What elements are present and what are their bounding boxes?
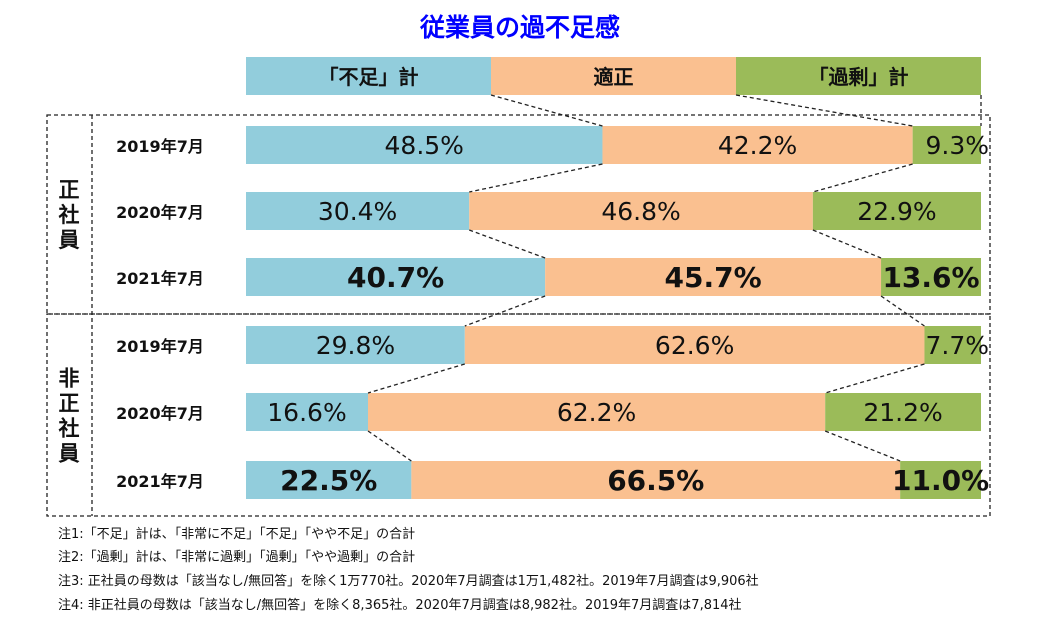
- connector-line: [469, 163, 603, 193]
- data-label-proper: 62.6%: [655, 331, 734, 360]
- data-label-surplus: 22.9%: [857, 197, 936, 226]
- connector-line: [464, 295, 546, 327]
- note-1: 注1:「不足」計は、「非常に不足」「不足」「やや不足」の合計: [58, 527, 416, 542]
- connector-line: [490, 94, 603, 127]
- row-label: 2020年7月: [116, 404, 204, 423]
- group-box-nonregular: [46, 313, 991, 517]
- bar-shortage: [246, 192, 470, 230]
- connector-line: [812, 229, 882, 259]
- connector-line: [812, 163, 913, 193]
- bar-surplus: [912, 126, 981, 164]
- bar-surplus: [881, 258, 981, 296]
- note-2: 注2:「過剰」計は、「非常に過剰」「過剰」「やや過剰」の合計: [58, 550, 416, 565]
- row-label: 2019年7月: [116, 337, 204, 356]
- bar-proper: [469, 192, 813, 230]
- note-3: 注3: 正社員の母数は「該当なし/無回答」を除く1万770社。2020年7月調査…: [58, 574, 759, 589]
- bar-proper: [368, 393, 826, 431]
- data-label-surplus: 7.7%: [925, 331, 989, 360]
- chart: 従業員の過不足感「不足」計 適正 「過剰」計 48.5% 42.2% 9.3% 30.4% 4…: [46, 13, 991, 517]
- group-label: 非正社員: [58, 367, 80, 466]
- connector-line: [367, 363, 465, 394]
- connector-line: [824, 430, 901, 462]
- data-label-surplus: 11.0%: [892, 464, 989, 497]
- bar-surplus: [924, 326, 981, 364]
- chart-title: 従業員の過不足感: [419, 13, 620, 42]
- bar-surplus: [812, 192, 981, 230]
- bar-shortage: [246, 326, 465, 364]
- bar-shortage: [246, 258, 546, 296]
- legend-swatch-proper: [491, 57, 736, 95]
- data-label-proper: 66.5%: [607, 464, 704, 497]
- row-label: 2020年7月: [116, 203, 204, 222]
- legend-label-shortage: 「不足」計: [319, 65, 419, 89]
- legend-swatch-shortage: [246, 57, 491, 95]
- data-label-shortage: 48.5%: [385, 131, 464, 160]
- group-label: 正社員: [58, 178, 80, 252]
- data-label-proper: 42.2%: [718, 131, 797, 160]
- data-label-shortage: 29.8%: [316, 331, 395, 360]
- bar-shortage: [246, 461, 412, 499]
- data-label-shortage: 16.6%: [267, 398, 346, 427]
- connector-line: [468, 229, 546, 259]
- connector-line: [735, 94, 913, 127]
- bar-proper: [602, 126, 913, 164]
- bar-proper: [545, 258, 882, 296]
- row-label: 2019年7月: [116, 137, 204, 156]
- data-label-surplus: 13.6%: [882, 261, 979, 294]
- bar-shortage: [246, 393, 369, 431]
- data-label-surplus: 21.2%: [863, 398, 942, 427]
- connector-line: [367, 430, 412, 462]
- data-label-surplus: 9.3%: [925, 131, 989, 160]
- data-label-proper: 45.7%: [665, 261, 762, 294]
- bar-surplus: [825, 393, 981, 431]
- data-label-proper: 62.2%: [557, 398, 636, 427]
- connector-line: [824, 363, 925, 394]
- data-label-shortage: 22.5%: [280, 464, 377, 497]
- connector-line: [880, 295, 925, 327]
- legend-label-surplus: 「過剰」計: [809, 65, 909, 89]
- data-label-shortage: 30.4%: [318, 197, 397, 226]
- bar-shortage: [246, 126, 603, 164]
- row-label: 2021年7月: [116, 269, 204, 288]
- data-label-shortage: 40.7%: [347, 261, 444, 294]
- bar-surplus: [900, 461, 981, 499]
- row-label: 2021年7月: [116, 472, 204, 491]
- note-4: 注4: 非正社員の母数は「該当なし/無回答」を除く8,365社。2020年7月調…: [58, 598, 742, 613]
- data-label-proper: 46.8%: [601, 197, 680, 226]
- legend-label-proper: 適正: [594, 65, 634, 89]
- bar-proper: [411, 461, 901, 499]
- bar-proper: [464, 326, 925, 364]
- legend-swatch-surplus: [736, 57, 981, 95]
